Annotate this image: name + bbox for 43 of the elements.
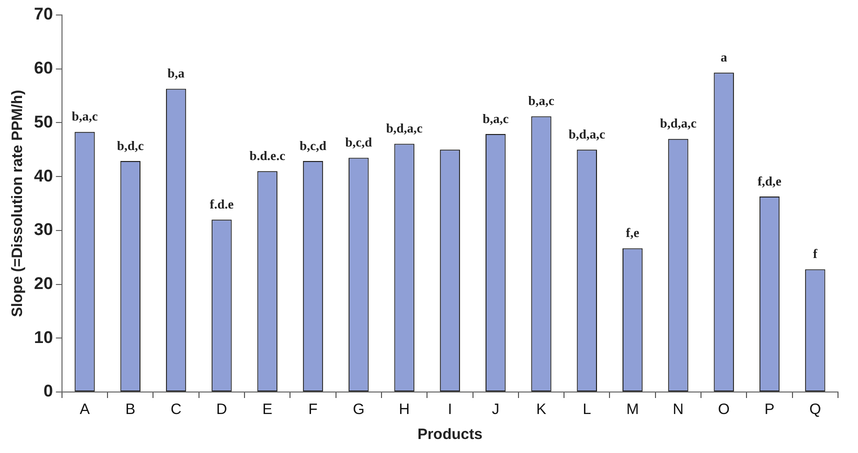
x-tick-label: M (626, 401, 639, 418)
x-tick-label: N (672, 401, 684, 418)
y-tick-label: 20 (34, 274, 53, 293)
annotation: f (813, 246, 818, 262)
x-tick-label: I (448, 401, 452, 418)
y-tick-label: 70 (34, 4, 53, 24)
x-tick-label: Q (809, 401, 822, 418)
annotation: a (720, 49, 728, 64)
annotation: b,a,c (72, 108, 98, 124)
y-tick-label: 10 (34, 328, 53, 347)
x-tick-label: D (216, 401, 228, 418)
x-tick-label: A (80, 401, 90, 418)
annotation: b,c,d (345, 134, 373, 150)
x-tick-label: K (536, 401, 546, 418)
annotation: b,d,c (117, 138, 144, 153)
y-tick-label: 40 (34, 166, 53, 186)
y-tick-label: 60 (34, 58, 53, 78)
x-axis-title: Products (417, 426, 482, 444)
y-tick-label: 50 (34, 112, 53, 132)
y-tick-label: 30 (34, 220, 53, 240)
annotation: b.d.e.c (249, 148, 286, 164)
x-tick-label: F (308, 401, 318, 418)
annotation: f,e (626, 225, 640, 240)
annotation: b,d,a,c (386, 120, 423, 136)
x-tick-label: E (262, 401, 272, 418)
y-axis-title: Slope (=Dissolution rate PPM/h) (9, 90, 26, 318)
annotation: b,a,c (482, 110, 509, 126)
x-tick-label: G (352, 401, 364, 418)
annotation: f.d.e (210, 196, 234, 212)
x-tick-label: O (718, 401, 730, 418)
annotation: f,d,e (758, 173, 782, 188)
annotation: b,d,a,c (568, 126, 606, 142)
annotation: b,d,a,c (660, 116, 697, 131)
x-tick-label: L (582, 401, 592, 418)
x-tick-label: H (398, 401, 410, 418)
y-tick-label: 0 (43, 382, 53, 401)
x-tick-label: C (170, 401, 182, 418)
annotation: b,a (168, 66, 186, 81)
annotation: b,c,d (300, 138, 328, 153)
x-tick-label: P (764, 401, 775, 418)
x-tick-label: J (492, 401, 500, 418)
x-tick-label: B (125, 401, 136, 418)
annotation: b,a,c (528, 93, 554, 108)
